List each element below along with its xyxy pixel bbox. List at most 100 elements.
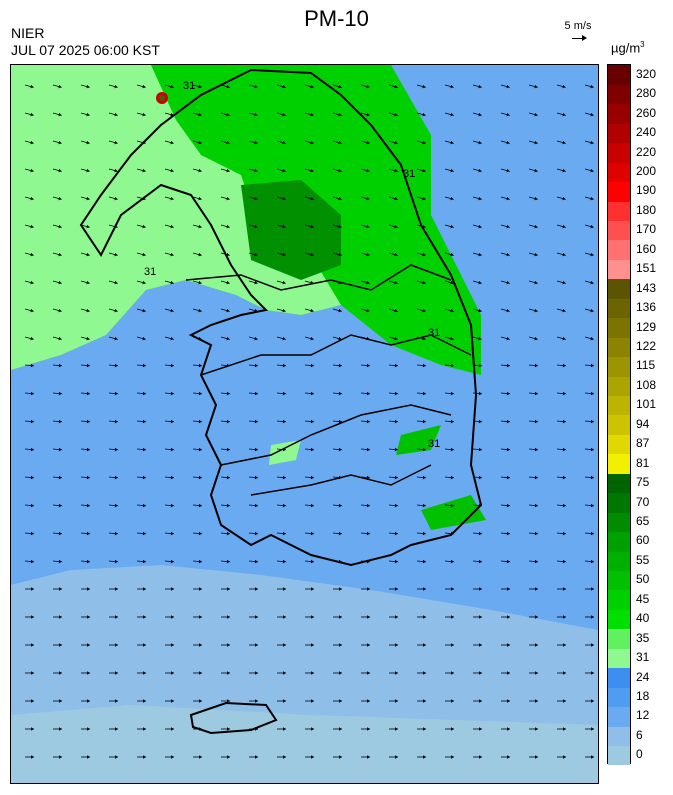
wind-arrow-head xyxy=(254,168,258,173)
wind-arrow-head xyxy=(507,727,510,731)
wind-arrow-head xyxy=(30,224,34,229)
wind-arrow-head xyxy=(227,643,230,647)
wind-arrow-head xyxy=(86,475,90,480)
wind-arrow-head xyxy=(227,587,230,591)
wind-arrow-head xyxy=(310,447,314,452)
wind-arrow-head xyxy=(590,475,594,480)
legend-swatch xyxy=(608,512,630,533)
wind-arrow-head xyxy=(114,140,118,145)
legend-swatch xyxy=(608,278,630,299)
wind-arrow-head xyxy=(562,280,566,285)
wind-arrow-head xyxy=(422,140,426,145)
wind-arrow-head xyxy=(338,224,342,229)
wind-arrow-head xyxy=(450,84,454,89)
wind-arrow-head xyxy=(590,447,594,452)
wind-arrow-head xyxy=(227,755,230,759)
wind-arrow-head xyxy=(591,643,594,647)
wind-arrow-head xyxy=(366,391,370,396)
legend-swatch xyxy=(608,434,630,455)
wind-arrow-head xyxy=(115,615,118,619)
wind-arrow-head xyxy=(30,308,34,313)
wind-arrow-head xyxy=(534,84,538,89)
wind-arrow-head xyxy=(535,671,538,675)
wind-arrow-head xyxy=(170,363,174,368)
wind-arrow-head xyxy=(86,280,90,285)
wind-arrow-head xyxy=(310,419,314,424)
wind-arrow-head xyxy=(507,587,510,591)
wind-arrow-head xyxy=(198,391,202,396)
wind-arrow-head xyxy=(226,112,230,117)
wind-arrow-head xyxy=(506,196,510,201)
wind-arrow-head xyxy=(478,84,482,89)
wind-arrow-head xyxy=(422,363,426,368)
wind-arrow-head xyxy=(534,252,538,257)
wind-arrow-head xyxy=(422,447,426,452)
wind-arrow-head xyxy=(395,671,398,675)
wind-arrow-head xyxy=(479,643,482,647)
legend-swatch xyxy=(608,259,630,280)
legend-swatch xyxy=(608,648,630,669)
wind-arrow-head xyxy=(590,168,594,173)
wind-arrow-head xyxy=(422,84,426,89)
legend-swatch xyxy=(608,687,630,708)
wind-arrow-head xyxy=(282,475,286,480)
wind-arrow-head xyxy=(450,280,454,285)
wind-arrow-head xyxy=(114,336,118,341)
wind-arrow-head xyxy=(563,699,566,703)
wind-arrow-head xyxy=(58,112,62,117)
wind-arrow-head xyxy=(226,308,230,313)
unit-label: µg/m3 xyxy=(611,40,645,55)
wind-arrow-head xyxy=(171,727,174,731)
contour-label: 31 xyxy=(403,168,415,180)
wind-arrow-head xyxy=(394,224,398,229)
wind-arrow-head xyxy=(114,391,118,396)
wind-arrow-head xyxy=(199,615,202,619)
wind-arrow-head xyxy=(338,168,342,173)
wind-arrow-head xyxy=(170,503,174,508)
wind-arrow-head xyxy=(562,196,566,201)
wind-arrow-head xyxy=(367,755,370,759)
legend-swatch xyxy=(608,317,630,338)
wind-arrow-head xyxy=(562,252,566,257)
wind-arrow-head xyxy=(506,503,510,508)
korea-coastline xyxy=(79,68,483,567)
wind-arrow-head xyxy=(143,643,146,647)
wind-arrow-head xyxy=(86,503,90,508)
wind-arrow-head xyxy=(226,475,230,480)
wind-arrow-head xyxy=(254,84,258,89)
wind-arrow-head xyxy=(254,503,258,508)
wind-arrow-head xyxy=(58,168,62,173)
wind-arrow-head xyxy=(226,363,230,368)
wind-arrow-head xyxy=(59,643,62,647)
wind-arrow-head xyxy=(170,168,174,173)
agency-label: NIER xyxy=(11,25,45,41)
legend-label: 75 xyxy=(636,475,650,490)
wind-arrow-head xyxy=(198,140,202,145)
wind-arrow-head xyxy=(30,363,34,368)
wind-arrow-head xyxy=(450,168,454,173)
legend-swatch xyxy=(608,395,630,416)
wind-arrow-head xyxy=(422,196,426,201)
wind-arrow-head xyxy=(535,643,538,647)
wind-arrow-head xyxy=(478,419,482,424)
wind-arrow-head xyxy=(114,224,118,229)
wind-arrow-head xyxy=(198,419,202,424)
wind-arrow-head xyxy=(479,587,482,591)
wind-arrow-head xyxy=(422,224,426,229)
wind-arrow-head xyxy=(114,112,118,117)
wind-arrow-head xyxy=(394,168,398,173)
wind-arrow-head xyxy=(58,559,62,564)
wind-arrow-head xyxy=(115,699,118,703)
wind-arrow-head xyxy=(198,531,202,536)
wind-arrow-head xyxy=(563,671,566,675)
wind-arrow-head xyxy=(115,671,118,675)
legend-label: 190 xyxy=(636,183,657,198)
wind-arrow-head xyxy=(30,252,34,257)
wind-arrow-head xyxy=(338,140,342,145)
wind-arrow-head xyxy=(450,363,454,368)
wind-arrow-head xyxy=(506,419,510,424)
wind-arrow-head xyxy=(338,308,342,313)
legend-label: 35 xyxy=(636,630,650,645)
wind-arrow-head xyxy=(255,699,258,703)
wind-arrow-head xyxy=(395,615,398,619)
